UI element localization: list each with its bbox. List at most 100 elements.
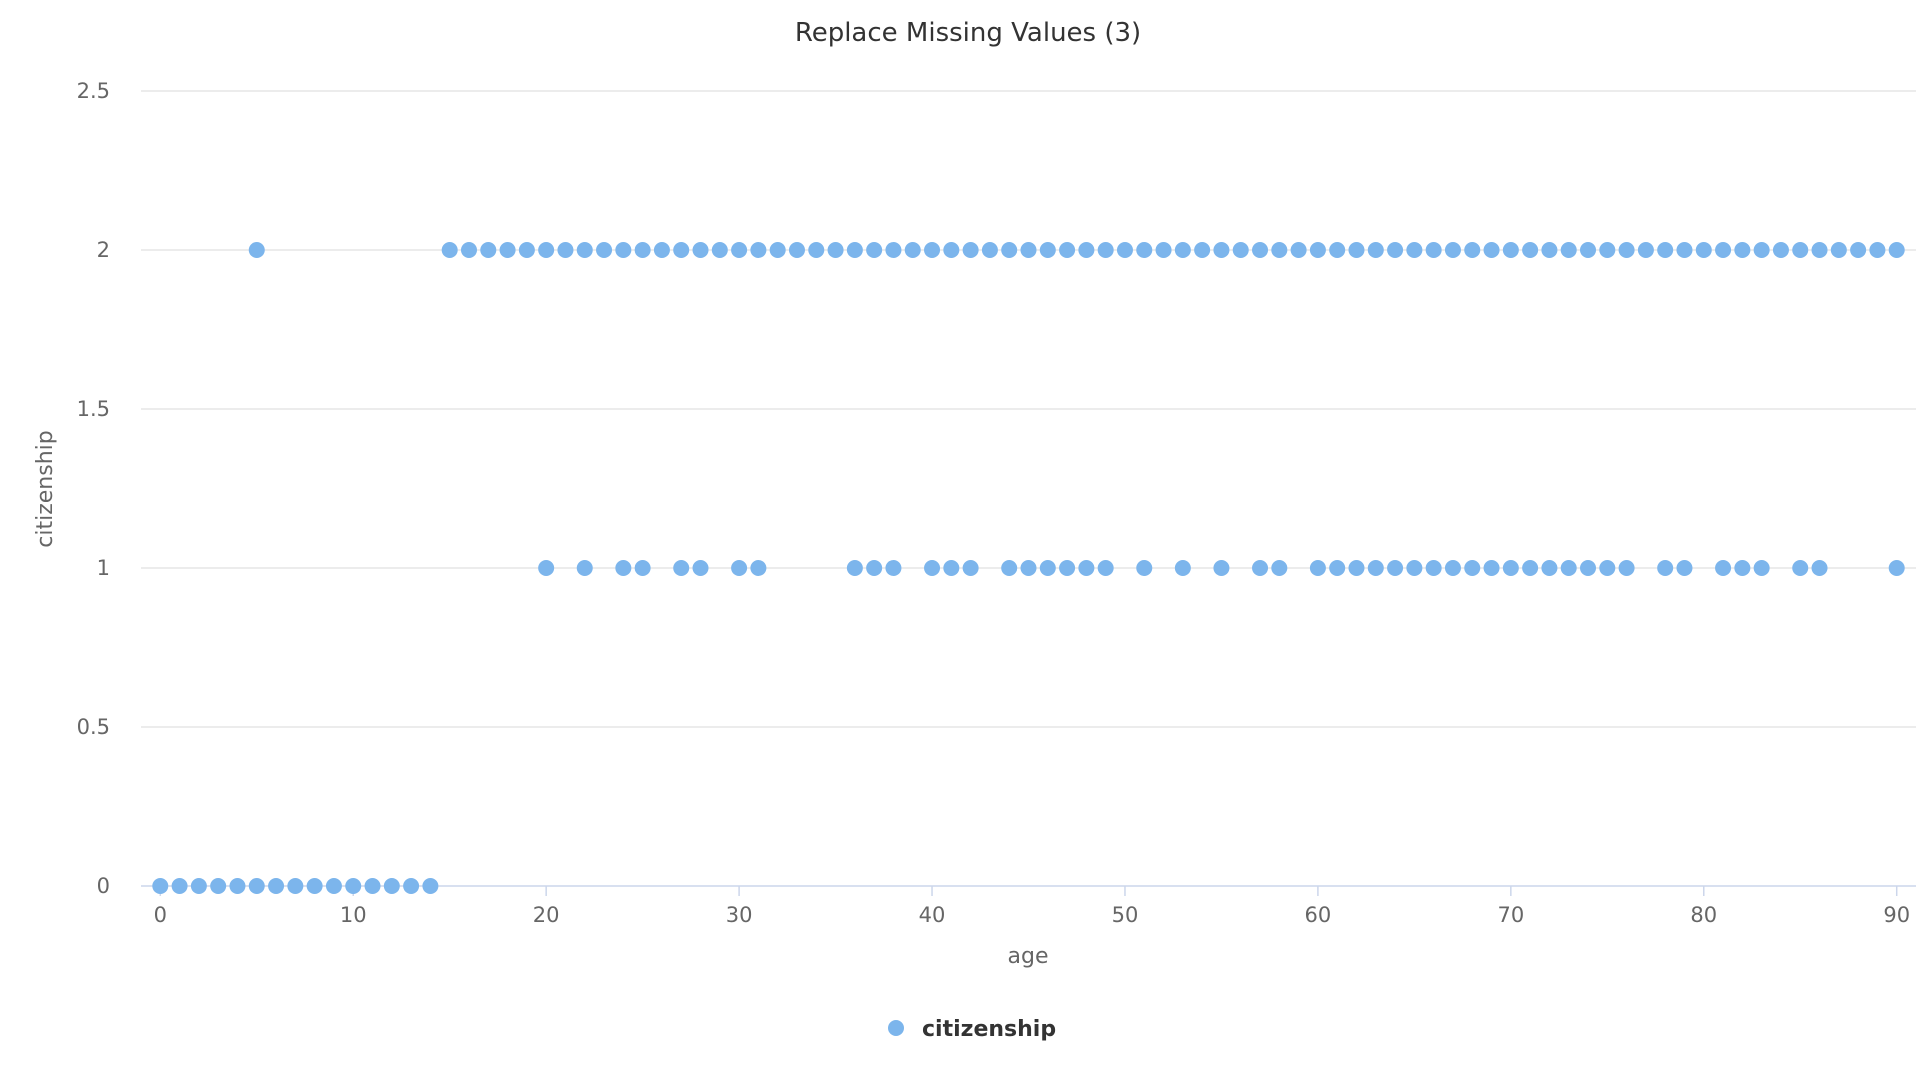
data-point[interactable]: [480, 242, 497, 258]
data-point[interactable]: [1078, 560, 1095, 576]
data-point[interactable]: [981, 242, 998, 258]
data-point[interactable]: [1116, 242, 1133, 258]
data-point[interactable]: [1888, 242, 1905, 258]
data-point[interactable]: [1174, 242, 1191, 258]
data-point[interactable]: [750, 242, 767, 258]
data-point[interactable]: [1792, 560, 1809, 576]
data-point[interactable]: [1406, 560, 1423, 576]
data-point[interactable]: [943, 242, 960, 258]
data-point[interactable]: [1464, 560, 1481, 576]
data-point[interactable]: [1734, 242, 1751, 258]
data-point[interactable]: [229, 878, 246, 894]
data-point[interactable]: [499, 242, 516, 258]
data-point[interactable]: [1502, 560, 1519, 576]
data-point[interactable]: [325, 878, 342, 894]
data-point[interactable]: [1753, 242, 1770, 258]
data-point[interactable]: [1001, 560, 1018, 576]
data-point[interactable]: [1483, 560, 1500, 576]
data-point[interactable]: [1580, 560, 1597, 576]
data-point[interactable]: [576, 242, 593, 258]
data-point[interactable]: [248, 878, 265, 894]
data-point[interactable]: [1271, 242, 1288, 258]
data-point[interactable]: [866, 242, 883, 258]
data-point[interactable]: [538, 560, 555, 576]
data-point[interactable]: [1097, 560, 1114, 576]
data-point[interactable]: [1425, 242, 1442, 258]
data-point[interactable]: [1309, 242, 1326, 258]
data-point[interactable]: [1097, 242, 1114, 258]
data-point[interactable]: [788, 242, 805, 258]
data-point[interactable]: [1329, 242, 1346, 258]
data-point[interactable]: [1580, 242, 1597, 258]
data-point[interactable]: [1348, 560, 1365, 576]
data-point[interactable]: [441, 242, 458, 258]
data-point[interactable]: [1599, 560, 1616, 576]
data-point[interactable]: [1695, 242, 1712, 258]
data-point[interactable]: [634, 560, 651, 576]
data-point[interactable]: [711, 242, 728, 258]
data-point[interactable]: [1367, 560, 1384, 576]
data-point[interactable]: [962, 560, 979, 576]
data-point[interactable]: [1039, 242, 1056, 258]
data-point[interactable]: [1560, 242, 1577, 258]
data-point[interactable]: [1020, 242, 1037, 258]
data-point[interactable]: [1059, 242, 1076, 258]
data-point[interactable]: [1657, 242, 1674, 258]
data-point[interactable]: [846, 560, 863, 576]
legend-label[interactable]: citizenship: [922, 1017, 1056, 1042]
data-point[interactable]: [1753, 560, 1770, 576]
data-point[interactable]: [1792, 242, 1809, 258]
data-point[interactable]: [731, 560, 748, 576]
data-point[interactable]: [1599, 242, 1616, 258]
legend[interactable]: citizenship: [888, 1017, 1056, 1042]
data-point[interactable]: [1637, 242, 1654, 258]
data-point[interactable]: [1309, 560, 1326, 576]
data-point[interactable]: [1425, 560, 1442, 576]
data-point[interactable]: [673, 560, 690, 576]
data-point[interactable]: [1541, 242, 1558, 258]
data-point[interactable]: [460, 242, 477, 258]
data-point[interactable]: [1888, 560, 1905, 576]
data-point[interactable]: [152, 878, 169, 894]
data-point[interactable]: [1502, 242, 1519, 258]
data-point[interactable]: [383, 878, 400, 894]
data-point[interactable]: [1213, 560, 1230, 576]
data-point[interactable]: [1039, 560, 1056, 576]
data-point[interactable]: [1560, 560, 1577, 576]
data-point[interactable]: [190, 878, 207, 894]
data-point[interactable]: [1850, 242, 1867, 258]
data-point[interactable]: [1483, 242, 1500, 258]
data-point[interactable]: [576, 560, 593, 576]
data-point[interactable]: [1136, 242, 1153, 258]
data-point[interactable]: [1811, 242, 1828, 258]
data-point[interactable]: [943, 560, 960, 576]
data-point[interactable]: [248, 242, 265, 258]
data-point[interactable]: [673, 242, 690, 258]
data-point[interactable]: [1830, 242, 1847, 258]
data-point[interactable]: [1174, 560, 1191, 576]
data-point[interactable]: [904, 242, 921, 258]
data-point[interactable]: [1444, 560, 1461, 576]
data-point[interactable]: [808, 242, 825, 258]
data-point[interactable]: [1657, 560, 1674, 576]
data-point[interactable]: [1406, 242, 1423, 258]
data-point[interactable]: [422, 878, 439, 894]
data-point[interactable]: [403, 878, 420, 894]
data-point[interactable]: [615, 560, 632, 576]
data-point[interactable]: [1136, 560, 1153, 576]
data-point[interactable]: [1618, 242, 1635, 258]
data-point[interactable]: [962, 242, 979, 258]
data-point[interactable]: [1464, 242, 1481, 258]
data-point[interactable]: [924, 560, 941, 576]
data-point[interactable]: [1232, 242, 1249, 258]
data-point[interactable]: [1252, 242, 1269, 258]
data-point[interactable]: [1444, 242, 1461, 258]
data-point[interactable]: [538, 242, 555, 258]
data-point[interactable]: [1522, 560, 1539, 576]
data-point[interactable]: [364, 878, 381, 894]
data-point[interactable]: [596, 242, 613, 258]
data-point[interactable]: [827, 242, 844, 258]
data-point[interactable]: [557, 242, 574, 258]
data-point[interactable]: [1869, 242, 1886, 258]
data-point[interactable]: [210, 878, 227, 894]
